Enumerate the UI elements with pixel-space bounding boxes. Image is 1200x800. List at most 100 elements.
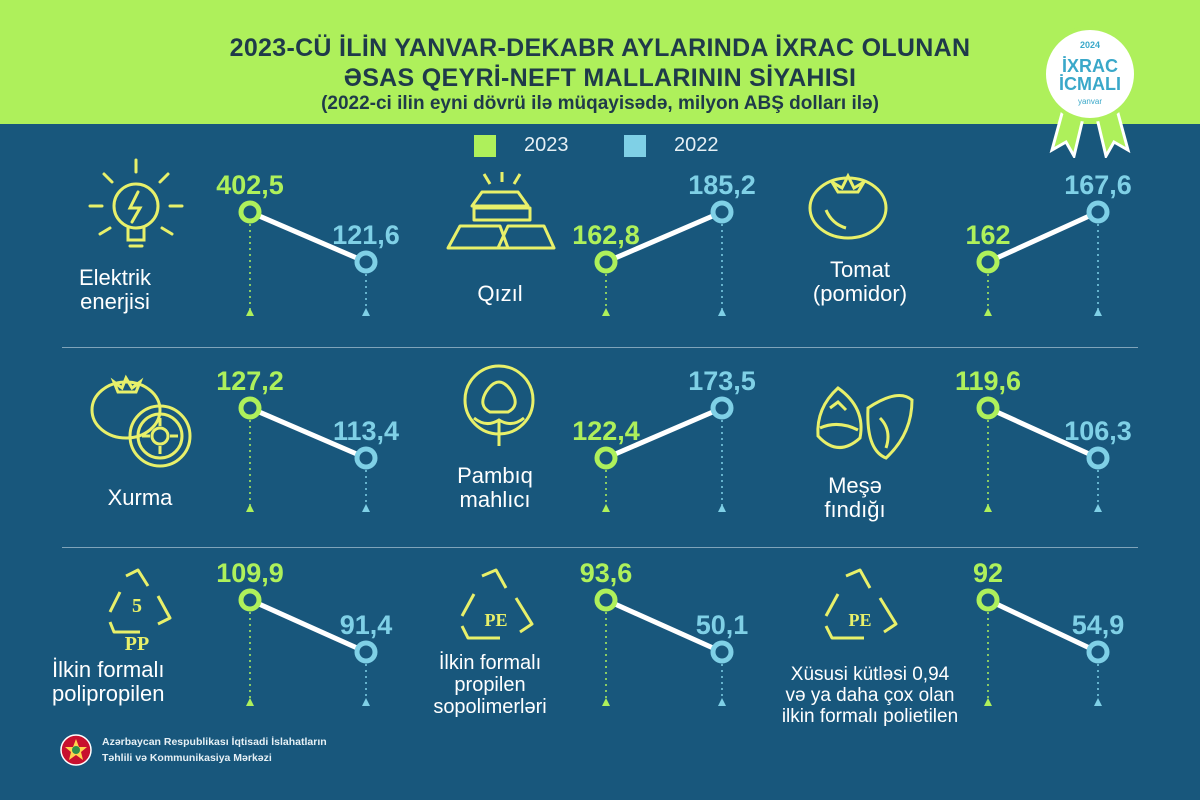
recycle-code-number: 5 (132, 595, 142, 617)
slope-line (603, 209, 725, 265)
product-label-line: Qızıl (477, 281, 523, 306)
value-label-2022: 50,1 (696, 610, 749, 640)
product-label-polietilen: Xüsusi kütləsi 0,94 və ya daha çox olan … (745, 664, 995, 727)
product-label-line: Meşə (828, 473, 882, 498)
product-label-line: İlkin formalı (52, 657, 165, 682)
axis-marker-2022 (362, 504, 370, 512)
product-label-line: propilen (454, 674, 526, 696)
legend-item-2023: 2023 (474, 134, 569, 157)
product-label-line: İlkin formalı (438, 652, 542, 674)
value-label-2023: 162 (965, 220, 1010, 250)
badge-month: yanvar (1078, 97, 1102, 106)
badge-circle (1042, 26, 1138, 122)
footer-line-2: Təhlili və Kommunikasiya Mərkəzi (102, 752, 272, 764)
axis-marker-2023 (246, 698, 254, 706)
product-label-line: fındığı (824, 497, 886, 522)
axis-marker-2022 (718, 698, 726, 706)
axis-marker-2022 (1094, 308, 1102, 316)
value-label-2023: 119,6 (955, 366, 1021, 396)
product-label-tomat: Tomat (pomidor) (780, 258, 940, 306)
value-label-2023: 92 (973, 558, 1003, 588)
point-2022 (710, 640, 734, 664)
product-label-line: polipropilen (52, 681, 165, 706)
legend-swatch-2023 (474, 134, 496, 157)
value-label-2023: 162,8 (572, 220, 640, 250)
emblem-icon (60, 734, 92, 766)
product-label-line: Pambıq (457, 463, 533, 488)
product-label-polipropilen: İlkin formalı polipropilen (52, 658, 222, 706)
slope-line (247, 209, 369, 265)
axis-marker-2022 (718, 504, 726, 512)
title-line-2: ƏSAS QEYRİ-NEFT MALLARININ SİYAHISI (343, 64, 857, 92)
persimmon-icon (90, 374, 192, 468)
value-label-2023: 402,5 (216, 170, 284, 200)
footer-line-1: Azərbaycan Respublikası İqtisadi İslahat… (102, 736, 327, 748)
value-label-2022: 185,2 (688, 170, 756, 200)
tomato-icon (808, 172, 888, 240)
axis-marker-2023 (602, 698, 610, 706)
axis-marker-2023 (984, 308, 992, 316)
product-label-line: Tomat (830, 257, 890, 282)
point-2023 (238, 200, 262, 224)
badge-year: 2024 (1080, 40, 1100, 50)
value-label-2022: 54,9 (1072, 610, 1125, 640)
value-label-2023: 122,4 (572, 416, 640, 446)
product-label-elektrik: Elektrik enerjisi (60, 266, 170, 314)
point-2023 (594, 250, 618, 274)
product-label-line: və ya daha çox olan (785, 685, 955, 706)
product-label-line: Xurma (107, 485, 173, 510)
product-label-meshe: Meşə fındığı (800, 474, 910, 522)
recycle-pp-icon: 5 PP (108, 568, 172, 655)
recycle-code-pe: PE (484, 610, 507, 630)
value-label-2023: 93,6 (580, 558, 633, 588)
legend-item-2022: 2022 (624, 134, 719, 157)
lightbulb-icon (88, 158, 184, 248)
subtitle: (2022-ci ilin eyni dövrü ilə müqayisədə,… (321, 93, 879, 114)
point-2022 (1086, 446, 1110, 470)
product-label-line: mahlıcı (459, 487, 531, 512)
point-2022 (710, 200, 734, 224)
axis-marker-2022 (362, 698, 370, 706)
legend: 2023 2022 (0, 132, 1200, 162)
slope-line (603, 597, 725, 655)
product-label-line: ilkin formalı polietilen (781, 706, 959, 727)
value-label-2023: 127,2 (216, 366, 284, 396)
title-line-1: 2023-CÜ İLİN YANVAR-DEKABR AYLARINDA İXR… (229, 34, 971, 62)
hazelnut-icon (816, 386, 914, 460)
point-2023 (238, 396, 262, 420)
axis-marker-2022 (718, 308, 726, 316)
product-label-qizil: Qızıl (445, 282, 555, 306)
cotton-icon (463, 364, 535, 446)
point-2022 (354, 640, 378, 664)
axis-marker-2022 (362, 308, 370, 316)
value-label-2023: 109,9 (216, 558, 284, 588)
slope-line (603, 405, 725, 461)
footer: Azərbaycan Respublikası İqtisadi İslahat… (60, 734, 327, 766)
export-review-badge: 2024 İXRAC İCMALI yanvar (1042, 26, 1138, 158)
header-banner: 2023-CÜ İLİN YANVAR-DEKABR AYLARINDA İXR… (0, 0, 1200, 124)
legend-label-2023: 2023 (524, 134, 569, 156)
badge-line1: İXRAC (1062, 56, 1118, 76)
value-label-2022: 173,5 (688, 366, 756, 396)
row-divider-2 (62, 547, 1138, 548)
value-label-2022: 167,6 (1064, 170, 1132, 200)
axis-marker-2022 (1094, 504, 1102, 512)
row-divider-1 (62, 347, 1138, 348)
point-2023 (238, 588, 262, 612)
recycle-code-pp: PP (125, 633, 149, 655)
point-2022 (710, 396, 734, 420)
legend-label-2022: 2022 (674, 134, 719, 156)
legend-swatch-2022 (624, 134, 646, 157)
product-label-line: Xüsusi kütləsi 0,94 (790, 664, 950, 685)
value-label-2022: 91,4 (340, 610, 393, 640)
point-2022 (354, 250, 378, 274)
slope-line (985, 209, 1101, 265)
product-label-line: enerjisi (80, 289, 150, 314)
recycle-pe-icon: PE (460, 568, 534, 640)
product-label-sopolimer: İlkin formalı propilen sopolimerləri (405, 652, 575, 718)
point-2023 (976, 588, 1000, 612)
point-2022 (1086, 640, 1110, 664)
point-2023 (976, 396, 1000, 420)
axis-marker-2022 (1094, 698, 1102, 706)
slope-line (985, 405, 1101, 461)
